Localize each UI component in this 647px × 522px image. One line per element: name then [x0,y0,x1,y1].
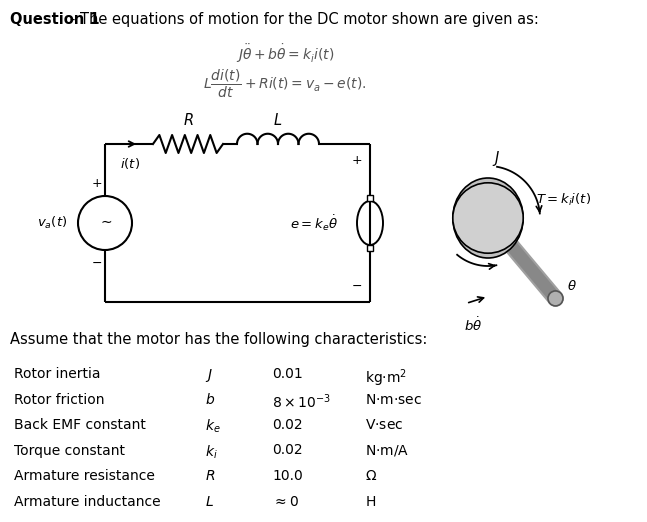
Text: $\sim$: $\sim$ [98,214,113,228]
Text: $b\dot{\theta}$: $b\dot{\theta}$ [464,316,482,334]
Text: Rotor friction: Rotor friction [14,393,105,407]
Text: Torque constant: Torque constant [14,444,125,457]
Text: $b$: $b$ [205,393,215,408]
Text: $J$: $J$ [205,367,213,384]
Text: Back EMF constant: Back EMF constant [14,418,146,432]
Text: Rotor inertia: Rotor inertia [14,367,100,381]
Text: $k_e$: $k_e$ [205,418,221,435]
Text: $\mathrm{N{\cdot}m{\cdot}sec}$: $\mathrm{N{\cdot}m{\cdot}sec}$ [365,393,422,407]
Circle shape [548,291,563,306]
Text: 10.0: 10.0 [272,469,303,483]
Text: $\theta$: $\theta$ [567,279,577,293]
Text: $\Omega$: $\Omega$ [365,469,377,483]
Bar [367,195,373,201]
Text: $k_i$: $k_i$ [205,444,217,461]
Text: $-$: $-$ [91,256,103,269]
Text: $e = k_e\dot{\theta}$: $e = k_e\dot{\theta}$ [290,213,338,233]
Text: $J$: $J$ [492,149,500,168]
Text: $\mathrm{N{\cdot}m/A}$: $\mathrm{N{\cdot}m/A}$ [365,444,410,458]
Text: $J\ddot{\theta} + b\dot{\theta} = k_i i(t)$: $J\ddot{\theta} + b\dot{\theta} = k_i i(… [236,42,334,65]
Text: $\approx 0$: $\approx 0$ [272,494,299,508]
Text: 0.01: 0.01 [272,367,303,381]
Text: Assume that the motor has the following characteristics:: Assume that the motor has the following … [10,332,428,347]
Text: $-$: $-$ [351,279,362,292]
Bar [367,245,373,251]
Text: Armature resistance: Armature resistance [14,469,155,483]
Text: 0.02: 0.02 [272,444,303,457]
Text: +: + [92,177,102,190]
Text: $L$: $L$ [205,494,214,508]
Text: Question 1: Question 1 [10,12,100,27]
Text: - The equations of motion for the DC motor shown are given as:: - The equations of motion for the DC mot… [70,12,539,27]
Text: $8 \times 10^{-3}$: $8 \times 10^{-3}$ [272,393,331,411]
Text: $L$: $L$ [274,112,283,128]
Text: $\mathrm{V{\cdot}sec}$: $\mathrm{V{\cdot}sec}$ [365,418,404,432]
Ellipse shape [453,178,523,258]
Text: Armature inductance: Armature inductance [14,494,160,508]
Text: $R$: $R$ [182,112,193,128]
Text: $\mathrm{H}$: $\mathrm{H}$ [365,494,376,508]
Text: +: + [352,154,362,167]
Text: $\mathrm{kg{\cdot}m^2}$: $\mathrm{kg{\cdot}m^2}$ [365,367,407,388]
Text: $i(t)$: $i(t)$ [120,156,140,171]
Text: $R$: $R$ [205,469,215,483]
Text: 0.02: 0.02 [272,418,303,432]
Text: $L\dfrac{di(t)}{dt} + Ri(t) = v_a - e(t).$: $L\dfrac{di(t)}{dt} + Ri(t) = v_a - e(t)… [203,68,367,100]
Text: $T = k_i i(t)$: $T = k_i i(t)$ [536,192,591,208]
Text: $v_a(t)$: $v_a(t)$ [37,215,67,231]
Circle shape [453,183,523,253]
